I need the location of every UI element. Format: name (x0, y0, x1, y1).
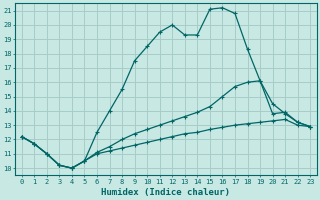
X-axis label: Humidex (Indice chaleur): Humidex (Indice chaleur) (101, 188, 230, 197)
